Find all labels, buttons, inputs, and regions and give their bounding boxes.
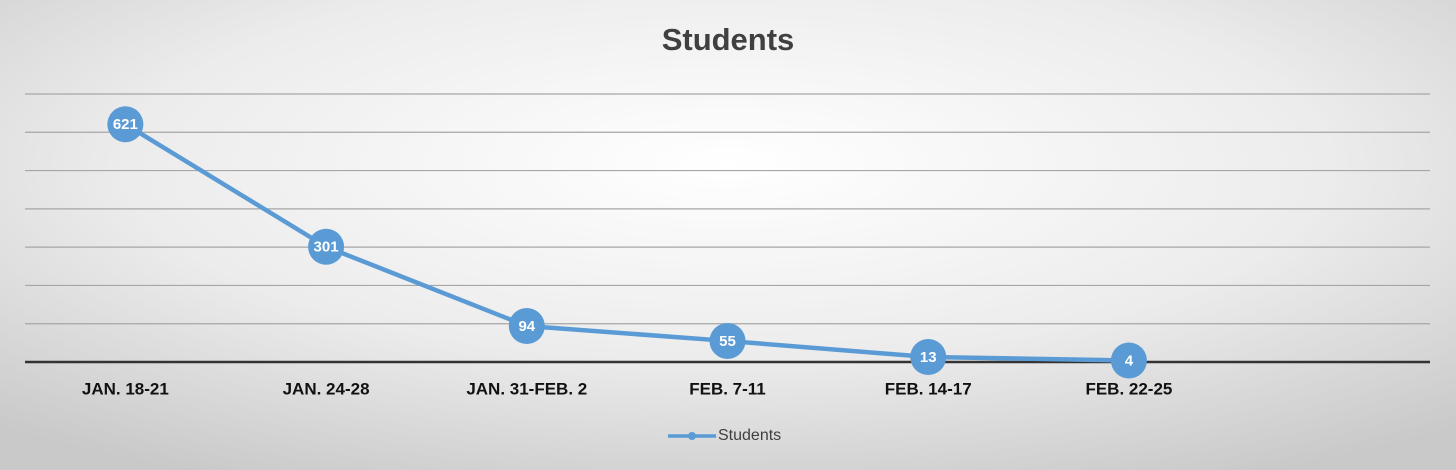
x-tick-label: FEB. 7-11: [689, 379, 766, 398]
x-tick-label: JAN. 31-FEB. 2: [466, 379, 587, 398]
data-point: [508, 308, 545, 345]
chart-title: Students: [662, 22, 795, 57]
x-tick-label: JAN. 24-28: [283, 379, 370, 398]
data-label: 13: [920, 349, 937, 366]
data-label: 55: [719, 333, 736, 350]
data-point: [107, 106, 144, 143]
x-tick-label: FEB. 14-17: [885, 379, 972, 398]
x-tick-label: JAN. 18-21: [82, 379, 169, 398]
data-line: [124, 122, 1129, 363]
data-point: [910, 339, 947, 376]
x-tick-label: FEB. 22-25: [1085, 379, 1172, 398]
legend-marker: [688, 432, 696, 440]
legend-label: Students: [718, 427, 781, 444]
data-point: [709, 322, 746, 359]
data-label: 301: [314, 239, 339, 256]
data-label: 4: [1125, 352, 1134, 369]
data-label: 94: [518, 318, 535, 335]
data-label: 621: [113, 116, 138, 133]
data-point: [1110, 342, 1147, 379]
data-point: [308, 228, 345, 265]
